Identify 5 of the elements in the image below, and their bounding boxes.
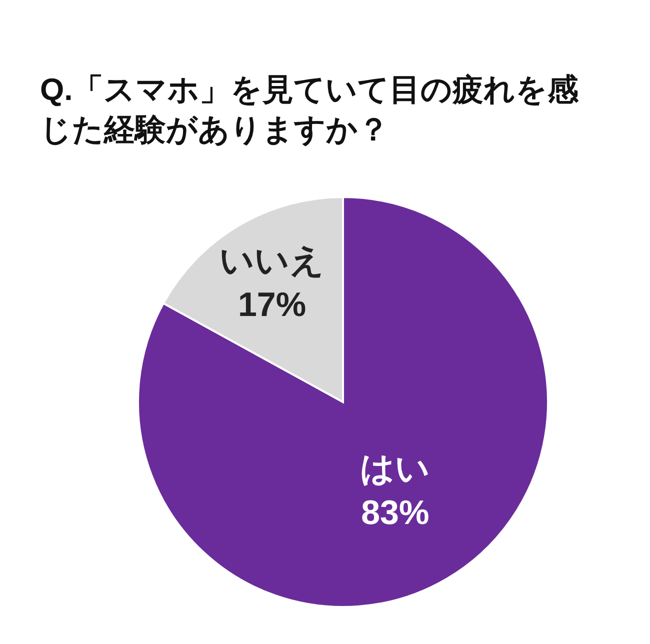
chart-title: Q.「スマホ」を見ていて目の疲れを感じた経験がありますか？	[40, 71, 580, 149]
data-label: 17%	[238, 286, 306, 324]
data-label: 83%	[361, 494, 430, 532]
slice-label: はい	[360, 450, 430, 488]
slice-label: いいえ	[220, 242, 325, 280]
